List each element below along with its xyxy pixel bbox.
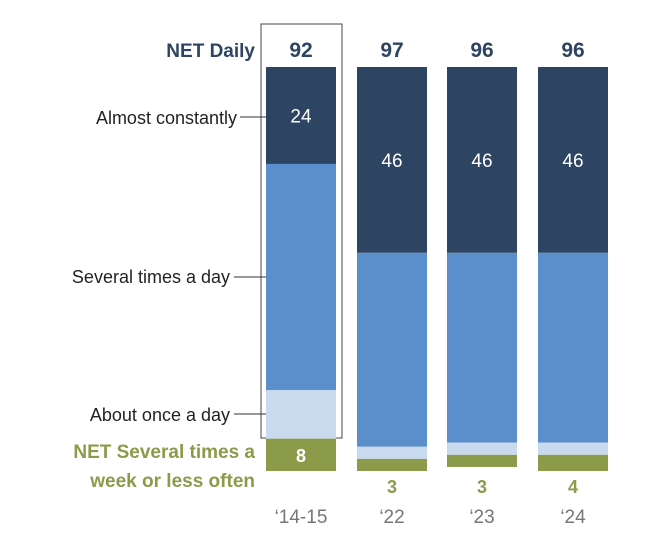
bar-segment-once-a-day-1 [357,446,427,459]
data-label-almost-constantly-0: 24 [290,106,312,127]
bar-segment-several-times-1 [357,252,427,447]
net-daily-value-2: 96 [470,39,493,62]
data-label-almost-constantly-3: 46 [562,151,583,172]
bar-segment-net-less-often-0 [266,438,336,471]
net-daily-value-3: 96 [561,39,584,62]
bar-segment-almost-constantly-1 [357,67,427,253]
data-label-net-less-often-0: 8 [296,446,306,466]
bar-segment-once-a-day-2 [447,442,517,455]
x-tick-label-1: ‘22 [379,507,404,528]
data-label-almost-constantly-2: 46 [471,151,492,172]
bar-segment-almost-constantly-2 [447,67,517,253]
bar-segment-net-less-often-1 [357,458,427,471]
x-tick-label-3: ‘24 [560,507,586,528]
legend-label-net-less-often-line1: NET Several times a [73,442,255,463]
bar-segment-once-a-day-0 [266,390,336,439]
bar-segment-several-times-3 [538,252,608,443]
legend-label-about-once-a-day: About once a day [90,405,230,425]
legend-label-almost-constantly: Almost constantly [96,108,237,128]
data-label-almost-constantly-1: 46 [381,151,402,172]
bar-segment-net-less-often-3 [538,454,608,471]
bars-group [266,67,608,471]
net-daily-label: NET Daily [166,41,255,62]
bar-segment-almost-constantly-3 [538,67,608,253]
net-daily-value-1: 97 [380,39,403,62]
bar-segment-once-a-day-3 [538,442,608,455]
segment-labels: Almost constantly Several times a day Ab… [72,108,270,492]
x-tick-label-0: ‘14-15 [275,507,328,528]
legend-label-several-times-a-day: Several times a day [72,267,230,287]
net-daily-value-0: 92 [289,39,312,62]
data-label-net-less-often-2: 3 [477,477,487,497]
data-label-net-less-often-3: 4 [568,477,578,497]
bar-segment-almost-constantly-0 [266,67,336,164]
data-label-net-less-often-1: 3 [387,477,397,497]
bar-text-group: 24 8 92 ‘14-15 46 3 97 ‘22 46 3 96 ‘23 46 4 96 ‘24 [275,39,587,528]
bar-segment-several-times-0 [266,163,336,391]
x-tick-label-2: ‘23 [469,507,494,528]
bar-segment-net-less-often-2 [447,454,517,467]
legend-label-net-less-often-line2: week or less often [89,471,255,492]
bar-segment-several-times-2 [447,252,517,443]
